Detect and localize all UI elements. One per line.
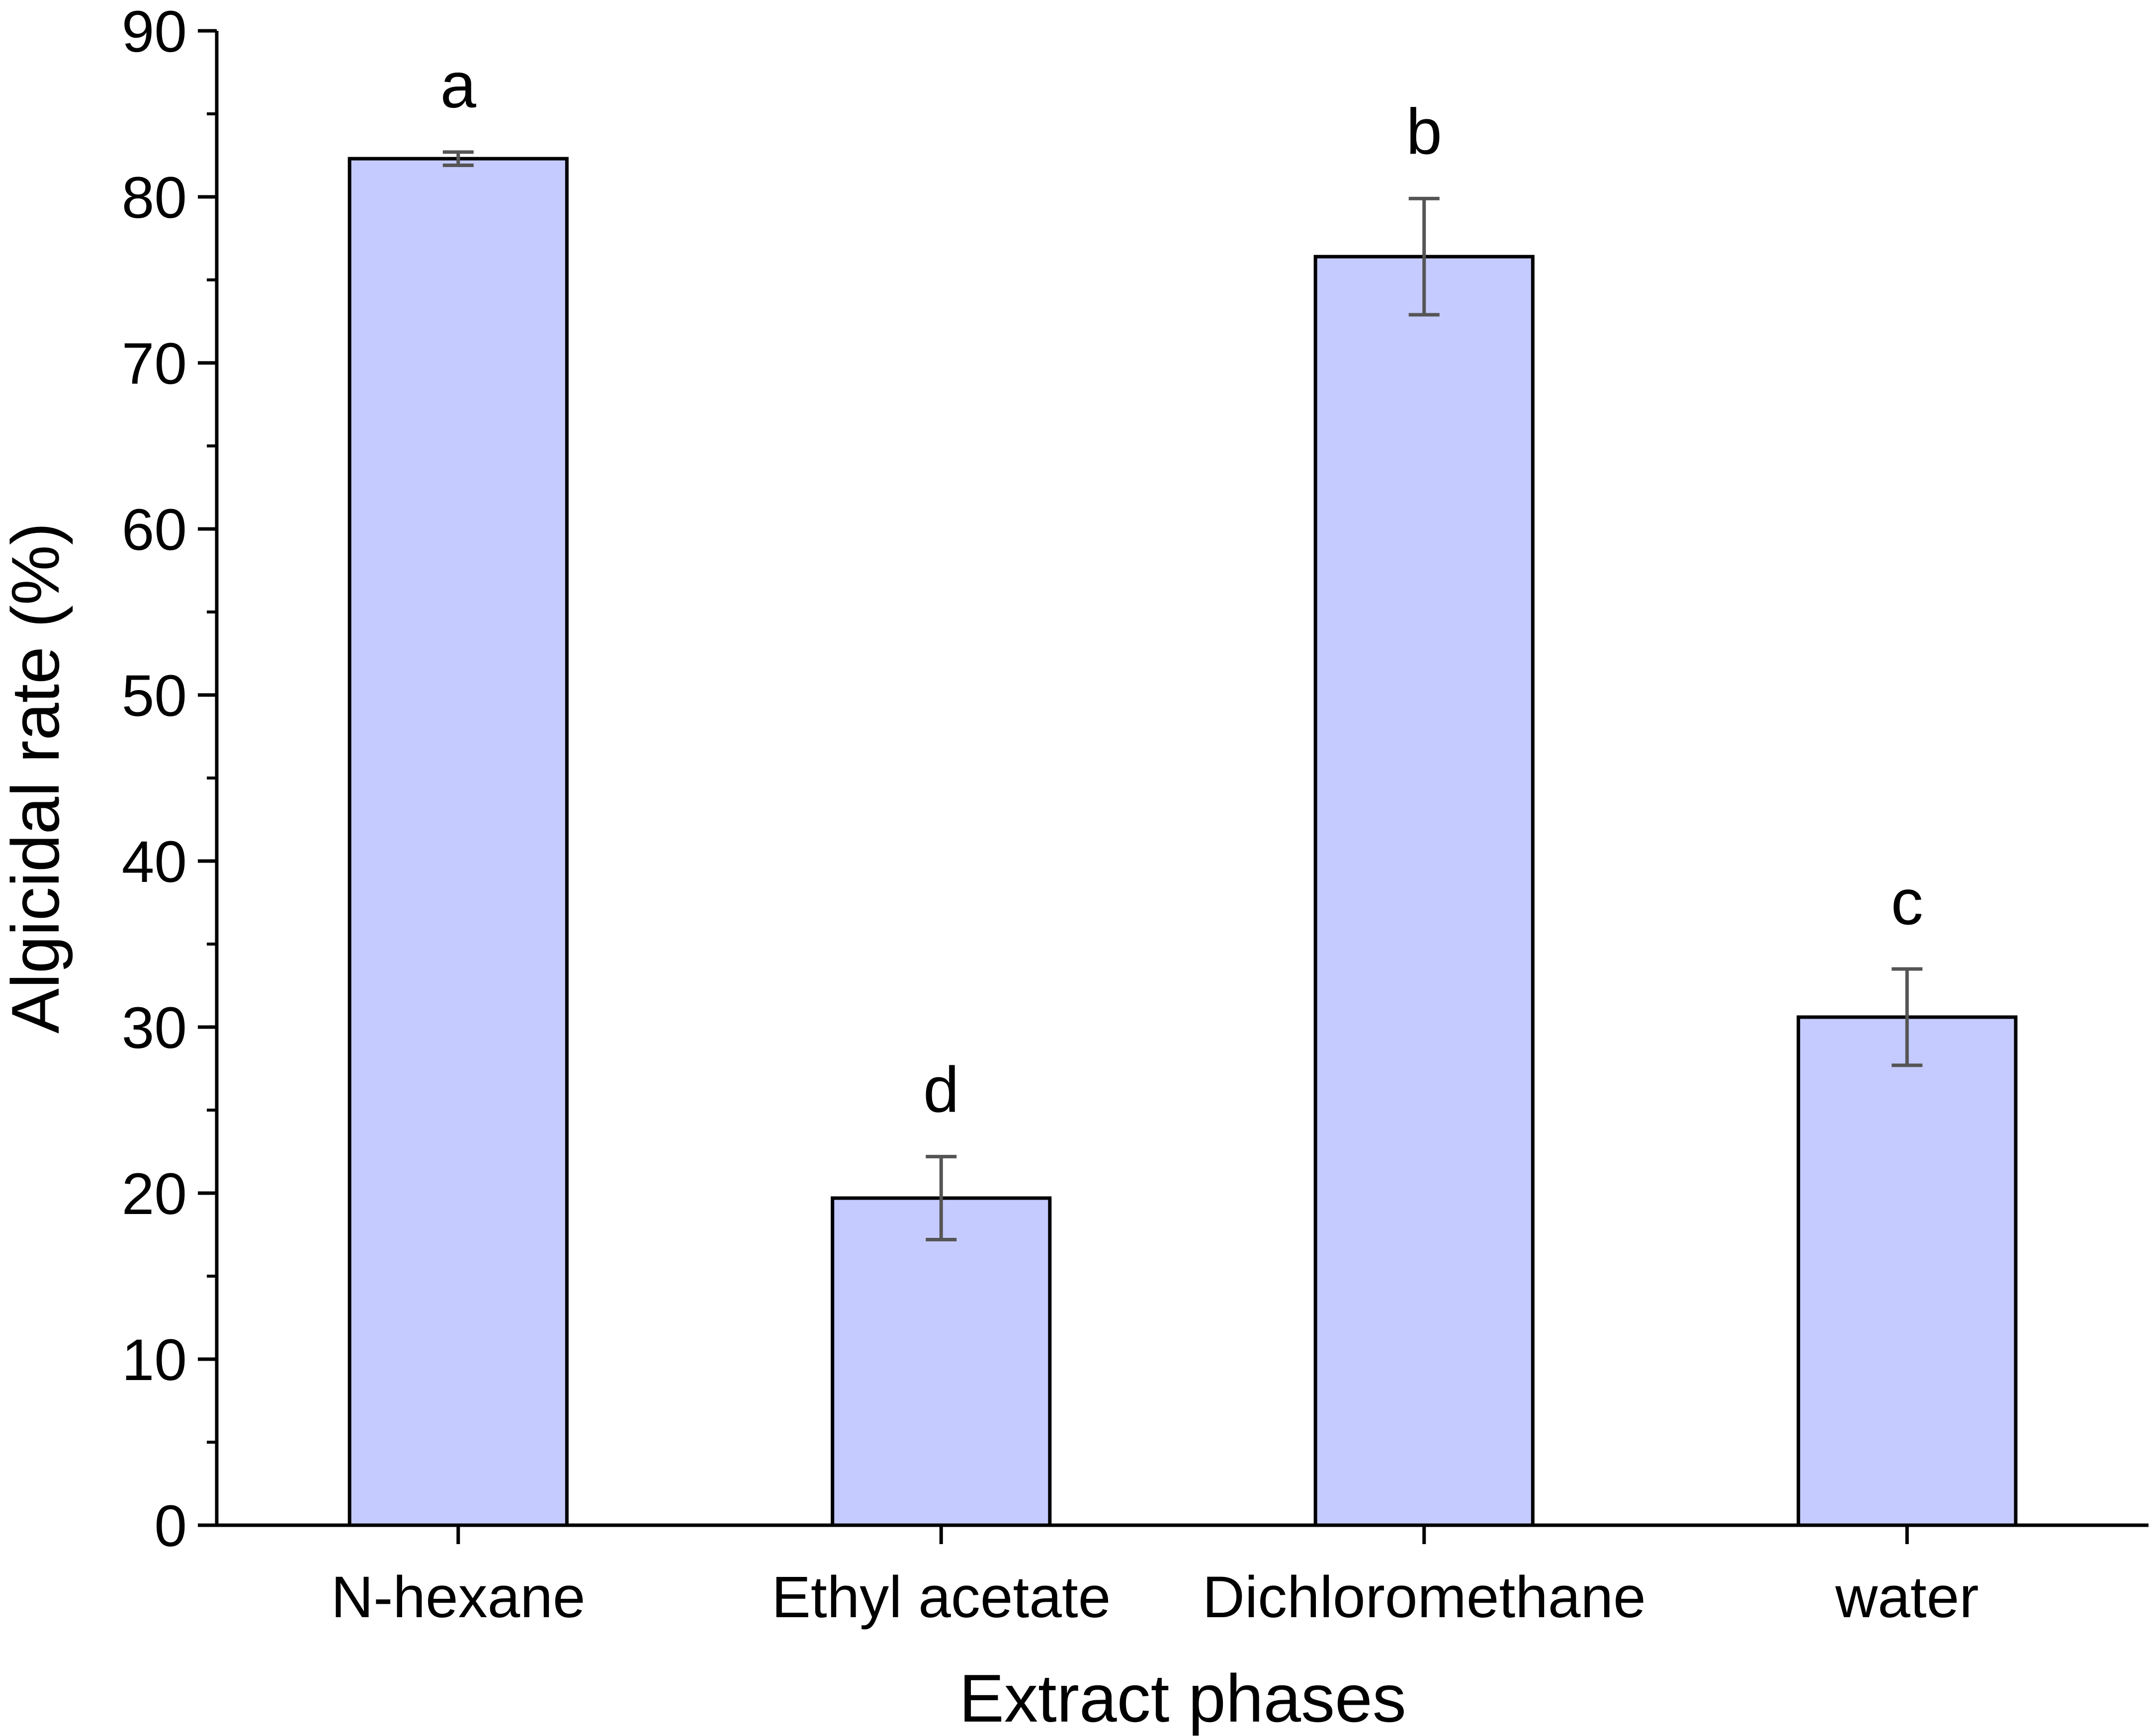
y-tick-label: 10 bbox=[122, 1327, 187, 1393]
x-tick-label: Ethyl acetate bbox=[772, 1564, 1111, 1630]
y-tick-label: 60 bbox=[122, 497, 187, 563]
y-tick-label: 90 bbox=[122, 0, 187, 65]
bar bbox=[831, 1196, 1052, 1527]
significance-label: a bbox=[440, 49, 477, 121]
y-axis-title: Algicidal rate (%) bbox=[0, 522, 73, 1034]
bar bbox=[1313, 255, 1535, 1527]
bar bbox=[1797, 1015, 2018, 1527]
x-tick-label: water bbox=[1835, 1564, 1979, 1630]
error-bars bbox=[442, 150, 1923, 1242]
y-tick-label: 40 bbox=[122, 829, 187, 895]
y-tick-label: 30 bbox=[122, 995, 187, 1061]
y-tick-label: 80 bbox=[122, 165, 187, 231]
y-tick-label: 0 bbox=[154, 1493, 187, 1559]
significance-labels: a d b c bbox=[440, 49, 1923, 1126]
x-tick-label: N-hexane bbox=[331, 1564, 586, 1630]
y-tick-label: 70 bbox=[122, 331, 187, 397]
bar bbox=[347, 157, 569, 1527]
x-axis-ticks: N-hexane Ethyl acetate Dichloromethane wate… bbox=[331, 1525, 1979, 1630]
significance-label: b bbox=[1406, 95, 1442, 168]
significance-label: c bbox=[1891, 866, 1923, 938]
y-axis-ticks: 0 10 20 30 40 50 60 70 80 90 bbox=[122, 0, 217, 1559]
x-tick-label: Dichloromethane bbox=[1203, 1564, 1646, 1630]
significance-label: d bbox=[923, 1053, 959, 1126]
x-axis-title: Extract phases bbox=[959, 1660, 1406, 1736]
y-tick-label: 20 bbox=[122, 1161, 187, 1227]
bar-series bbox=[347, 157, 2018, 1527]
y-tick-label: 50 bbox=[122, 663, 187, 729]
